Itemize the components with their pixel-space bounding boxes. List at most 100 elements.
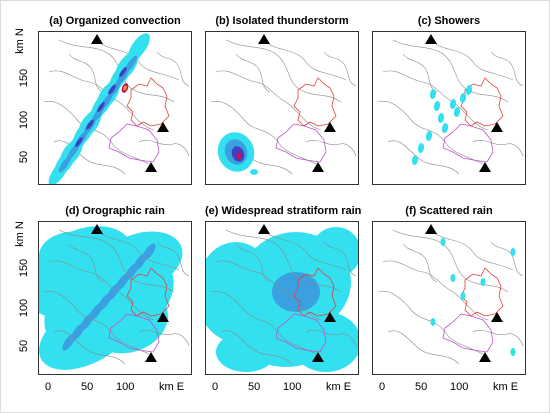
terrain-contour-c-7 xyxy=(490,51,524,87)
terrain-contour-a-7 xyxy=(156,51,190,87)
shower-cell-c-7 xyxy=(449,99,457,109)
shower-cell-c-1 xyxy=(433,101,441,111)
terrain-contour-f-6 xyxy=(402,243,438,283)
terrain-contour-f-0 xyxy=(392,229,509,293)
x-axis-tick-0-e: 0 xyxy=(212,381,219,393)
rain-heavy-a-4 xyxy=(119,66,127,78)
terrain-contour-e-4 xyxy=(220,330,293,365)
panel-title-a: (a) Organized convection xyxy=(49,15,181,27)
terrain-contour-b-1 xyxy=(215,70,322,131)
map-panel-e xyxy=(205,221,359,375)
catchment-boundary-red-f xyxy=(460,267,504,317)
y-axis-tick-150-bottom: 150 xyxy=(18,258,31,278)
map-panel-d xyxy=(38,221,192,375)
panel-title-d: (d) Orographic rain xyxy=(65,205,165,217)
x-axis-label-e: km E xyxy=(326,381,352,393)
scattered-cell-f-0 xyxy=(440,238,446,246)
map-panel-b xyxy=(205,31,359,185)
storm-core-b xyxy=(236,152,242,160)
terrain-contour-e-0 xyxy=(225,229,342,293)
radar-marker-icon-d-0 xyxy=(91,224,103,234)
radar-marker-icon-e-1 xyxy=(324,312,336,322)
map-canvas-e xyxy=(206,224,358,372)
terrain-contour-d-1 xyxy=(48,260,155,321)
scattered-cell-f-4 xyxy=(510,348,516,356)
x-axis-tick-50-e: 50 xyxy=(248,381,261,393)
x-axis-tick-100-e: 100 xyxy=(283,381,302,393)
terrain-contour-d-6 xyxy=(68,243,104,283)
terrain-contour-f-1 xyxy=(382,260,489,321)
rain-heavy-a-0 xyxy=(75,136,83,148)
terrain-contour-b-5 xyxy=(305,140,357,157)
y-axis-tick-50-bottom: 50 xyxy=(18,339,31,353)
shower-cell-c-8 xyxy=(459,93,467,103)
terrain-contour-f-3 xyxy=(432,231,514,271)
shower-cell-c-3 xyxy=(441,123,449,133)
terrain-contour-b-0 xyxy=(225,39,342,103)
catchment-boundary-magenta-f xyxy=(442,313,494,353)
terrain-contour-e-2 xyxy=(210,290,317,355)
terrain-contour-d-7 xyxy=(156,241,190,277)
catchment-boundary-red-a xyxy=(126,77,170,127)
radar-marker-icon-e-2 xyxy=(312,352,324,362)
rain-heavy-a-1 xyxy=(86,119,94,130)
terrain-contour-f-7 xyxy=(490,241,524,277)
rain-band-d-9 xyxy=(142,243,156,261)
map-canvas-c xyxy=(377,34,524,175)
rain-extreme-a xyxy=(123,85,127,91)
radar-marker-icon-d-1 xyxy=(157,312,169,322)
catchment-boundary-magenta-a xyxy=(108,123,160,163)
panel-title-b: (b) Isolated thunderstorm xyxy=(215,15,349,27)
y-axis-label-bottom: km N xyxy=(13,221,26,247)
x-axis-tick-50-f: 50 xyxy=(415,381,428,393)
terrain-contour-c-0 xyxy=(392,39,509,103)
panel-title-f: (f) Scattered rain xyxy=(405,205,493,217)
scattered-cell-f-1 xyxy=(450,274,456,282)
terrain-contour-d-0 xyxy=(58,229,175,293)
terrain-contour-d-5 xyxy=(138,330,190,347)
y-axis-tick-50-top: 50 xyxy=(18,150,31,164)
scattered-cell-f-5 xyxy=(430,318,436,326)
catchment-boundary-magenta-d xyxy=(108,313,160,353)
shower-cell-c-4 xyxy=(425,131,433,141)
terrain-contour-e-3 xyxy=(265,231,347,271)
y-axis-label-top: km N xyxy=(13,28,26,54)
radar-marker-icon-f-1 xyxy=(491,312,503,322)
terrain-contour-b-2 xyxy=(210,100,317,165)
map-panel-f xyxy=(372,221,526,375)
rain-cell-a-13 xyxy=(128,33,150,61)
terrain-contour-c-1 xyxy=(382,70,489,131)
map-canvas-a xyxy=(43,33,190,184)
map-canvas-d xyxy=(39,222,191,374)
radar-marker-icon-a-0 xyxy=(91,34,103,44)
radar-marker-icon-b-2 xyxy=(312,162,324,172)
shower-cell-c-5 xyxy=(417,143,425,153)
map-panel-a xyxy=(38,31,192,185)
rain-heavy-a-3 xyxy=(108,84,116,95)
radar-marker-icon-e-0 xyxy=(258,224,270,234)
x-axis-label-d: km E xyxy=(159,381,185,393)
x-axis-tick-0-f: 0 xyxy=(379,381,386,393)
radar-marker-icon-f-2 xyxy=(479,352,491,362)
terrain-contour-a-2 xyxy=(43,100,150,165)
radar-marker-icon-a-2 xyxy=(145,162,157,172)
catchment-boundary-red-c xyxy=(460,77,504,127)
terrain-contour-e-1 xyxy=(215,260,322,321)
y-axis-tick-150-top: 150 xyxy=(18,68,31,88)
terrain-contour-d-3 xyxy=(98,231,180,271)
radar-marker-icon-b-1 xyxy=(324,122,336,132)
catchment-boundary-magenta-e xyxy=(275,313,327,353)
shower-cell-c-0 xyxy=(429,89,437,99)
shower-cell-c-9 xyxy=(453,107,461,117)
terrain-contour-c-6 xyxy=(402,53,438,93)
terrain-contour-e-6 xyxy=(235,243,271,283)
catchment-boundary-magenta-c xyxy=(442,123,494,163)
radar-marker-icon-c-0 xyxy=(425,34,437,44)
scattered-cell-f-2 xyxy=(460,292,466,300)
map-canvas-b xyxy=(210,34,357,175)
shower-cell-c-2 xyxy=(437,113,445,123)
radar-marker-icon-a-1 xyxy=(157,122,169,132)
terrain-contour-c-3 xyxy=(432,41,514,81)
x-axis-tick-100-f: 100 xyxy=(450,381,469,393)
